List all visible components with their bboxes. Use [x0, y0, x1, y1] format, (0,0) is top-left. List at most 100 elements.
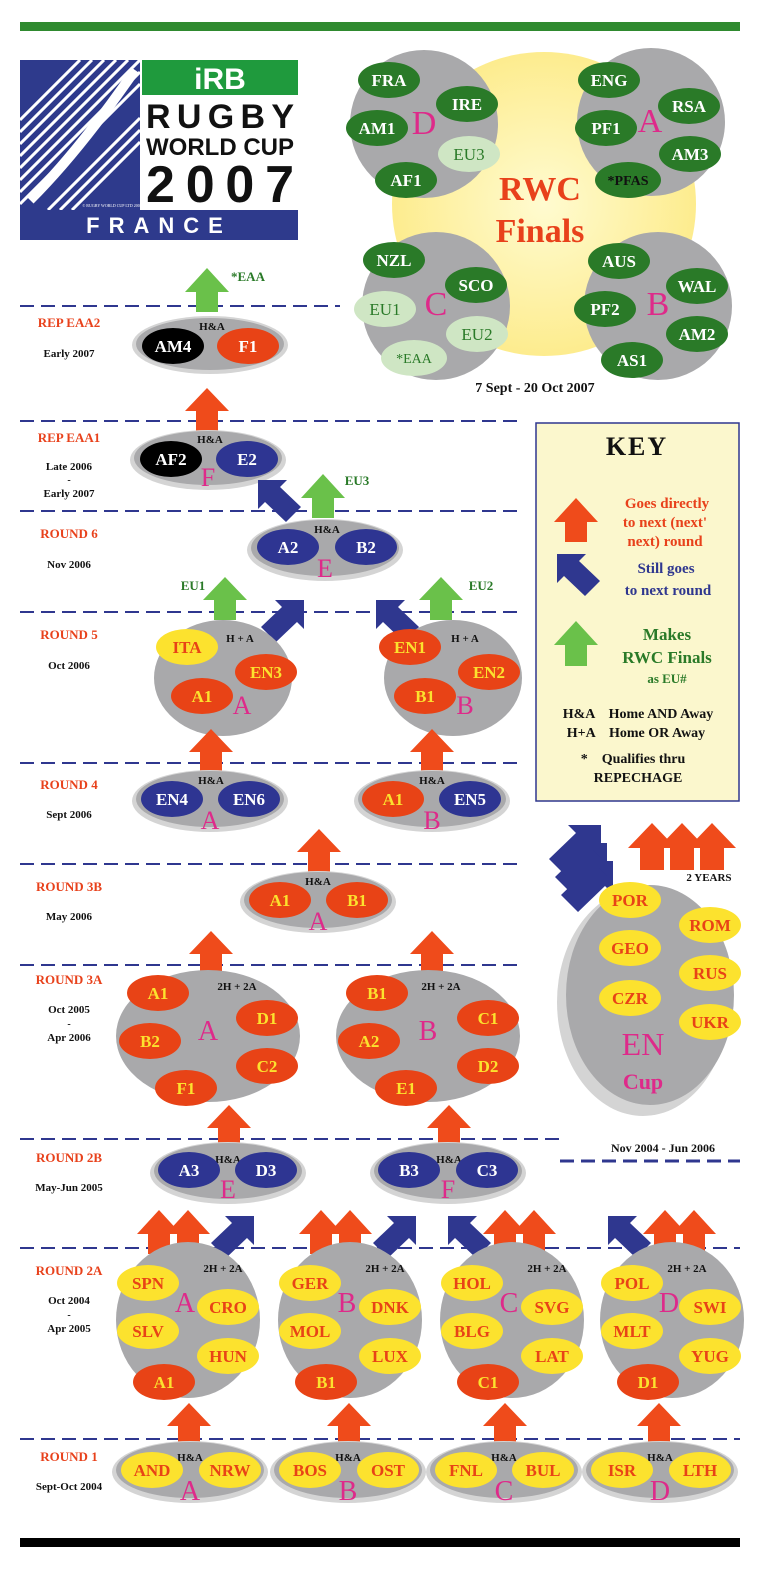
en-cup-dates: Nov 2004 - Jun 2006 [611, 1141, 715, 1155]
blue-arrow-icon [258, 480, 301, 522]
svg-text:D2: D2 [478, 1057, 499, 1076]
team-chip: AM1 [346, 110, 408, 146]
team-chip: B1 [394, 678, 456, 714]
team-chip: AND [121, 1452, 183, 1488]
round-label-r1: ROUND 1 Sept-Oct 2004 [36, 1449, 103, 1493]
svg-text:SWI: SWI [693, 1298, 726, 1317]
svg-text:EN6: EN6 [233, 790, 265, 809]
team-chip: AM4 [142, 328, 204, 364]
logo-line1: RUGBY [146, 98, 294, 136]
team-chip: FRA [358, 62, 420, 98]
team-chip: LUX [359, 1338, 421, 1374]
svg-text:RUS: RUS [693, 964, 727, 983]
team-chip: UKR [679, 1004, 741, 1040]
round-labels: REP EAA2 Early 2007 REP EAA1 Late 2006 - Ear… [35, 315, 103, 1493]
tie-format: H + A [226, 633, 254, 645]
tie-format: H&A [314, 524, 340, 536]
svg-text:AND: AND [134, 1461, 171, 1480]
tie-format: H&A [198, 775, 224, 787]
svg-text:MOL: MOL [290, 1322, 331, 1341]
key-green-line-2: RWC Finals [622, 648, 712, 667]
team-chip: OST [357, 1452, 419, 1488]
svg-text:C1: C1 [478, 1009, 499, 1028]
blue-arrow-icon [561, 861, 613, 912]
svg-text:AM2: AM2 [679, 325, 716, 344]
tie-letter: D [659, 1288, 679, 1319]
svg-text:BUL: BUL [526, 1461, 561, 1480]
svg-text:REP EAA2: REP EAA2 [38, 315, 100, 330]
team-chip: A1 [171, 678, 233, 714]
svg-text:Sept 2006: Sept 2006 [46, 809, 92, 821]
tie-format: H&A [491, 1452, 517, 1464]
team-chip: D1 [617, 1364, 679, 1400]
svg-text:D1: D1 [257, 1009, 278, 1028]
tie-format: 2H + 2A [203, 1263, 242, 1275]
svg-text:REP EAA1: REP EAA1 [38, 430, 100, 445]
svg-text:B1: B1 [316, 1373, 336, 1392]
tie-format: 2H + 2A [527, 1263, 566, 1275]
svg-text:EU2: EU2 [461, 325, 492, 344]
red-arrow-icon [185, 388, 229, 432]
red-arrow-icon [688, 823, 736, 870]
tie-letter: B [419, 1016, 438, 1047]
team-chip: EN5 [439, 781, 501, 817]
svg-text:EU1: EU1 [369, 300, 400, 319]
svg-text:A1: A1 [154, 1373, 175, 1392]
tie-round-4-a: H&A EN4 EN6 A [132, 729, 288, 835]
blue-arrow-icon [211, 1216, 254, 1258]
svg-text:ROUND 1: ROUND 1 [40, 1449, 97, 1464]
red-arrow-icon [327, 1403, 371, 1446]
svg-text:NRW: NRW [210, 1461, 251, 1480]
red-arrow-icon [410, 729, 454, 772]
svg-text:Apr 2005: Apr 2005 [47, 1323, 91, 1335]
team-chip: POR [599, 882, 661, 918]
svg-text:A1: A1 [270, 891, 291, 910]
red-arrow-icon [628, 823, 676, 870]
svg-text:Sept-Oct 2004: Sept-Oct 2004 [36, 1481, 103, 1493]
team-chip: A1 [127, 975, 189, 1011]
svg-text:HOL: HOL [453, 1274, 491, 1293]
team-chip: BUL [512, 1452, 574, 1488]
svg-text:A1: A1 [383, 790, 404, 809]
blue-arrow-icon [557, 554, 600, 596]
tie-round-2a-d: 2H + 2A POL SWI MLT YUG D1 D [600, 1210, 744, 1400]
svg-text:Oct 2004: Oct 2004 [48, 1295, 90, 1307]
finals-pool-c: C NZL SCO EU1 EU2 *EAA [354, 232, 510, 380]
svg-text:SLV: SLV [132, 1322, 164, 1341]
team-chip: SVG [521, 1289, 583, 1325]
svg-text:SPN: SPN [132, 1274, 165, 1293]
svg-text:WAL: WAL [678, 277, 717, 296]
svg-text:B2: B2 [140, 1032, 160, 1051]
team-chip: B2 [335, 529, 397, 565]
team-chip: RUS [679, 955, 741, 991]
team-chip: PF1 [575, 110, 637, 146]
svg-text:ROUND 2B: ROUND 2B [36, 1150, 102, 1165]
arrow-label: EU1 [181, 578, 206, 593]
team-chip: A2 [338, 1023, 400, 1059]
tie-format: H + A [451, 633, 479, 645]
svg-text:PF1: PF1 [591, 119, 620, 138]
team-chip: E2 [216, 441, 278, 477]
team-chip: LTH [669, 1452, 731, 1488]
team-chip: AUS [588, 243, 650, 279]
red-arrow-icon [427, 1105, 471, 1148]
svg-text:D1: D1 [638, 1373, 659, 1392]
finals-pool-b: B AUS WAL PF2 AM2 AS1 [574, 232, 732, 380]
team-chip: SWI [679, 1289, 741, 1325]
red-arrow-icon [483, 1403, 527, 1446]
green-arrow-icon [554, 621, 598, 666]
blue-arrow-icon [448, 1216, 491, 1258]
rwc-finals: RWC Finals 7 Sept - 20 Oct 2007 D FRA IR… [346, 48, 732, 396]
tie-round-2a-c: 2H + 2A HOL SVG BLG LAT C1 C [440, 1210, 584, 1400]
svg-text:ROUND 3A: ROUND 3A [36, 972, 103, 987]
svg-text:FNL: FNL [449, 1461, 483, 1480]
tie-format: H&A [419, 775, 445, 787]
team-chip: F1 [217, 328, 279, 364]
svg-text:*EAA: *EAA [396, 352, 433, 367]
team-chip: LAT [521, 1338, 583, 1374]
tie-round-1-d: H&A ISR LTH D [582, 1403, 738, 1507]
svg-text:A2: A2 [359, 1032, 380, 1051]
team-chip: YUG [679, 1338, 741, 1374]
team-chip: EU1 [354, 291, 416, 327]
team-chip: *EAA [381, 340, 447, 376]
